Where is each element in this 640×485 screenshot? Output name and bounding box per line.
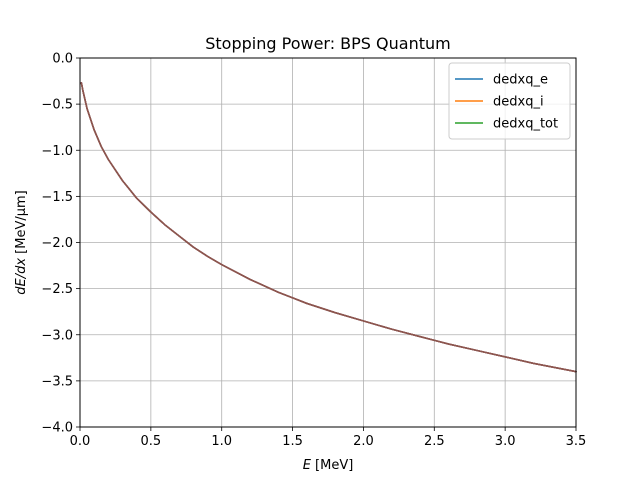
x-tick-label: 1.5 xyxy=(282,434,303,449)
y-tick-label: −1.0 xyxy=(41,144,73,159)
legend-box xyxy=(448,62,571,140)
y-tick-label: −2.5 xyxy=(41,282,73,297)
legend: dedxq_e dedxq_i dedxq_tot xyxy=(448,62,571,140)
y-axis-label-unit: [MeV/μm] xyxy=(14,190,29,258)
y-tick-label: 0.0 xyxy=(52,52,73,67)
x-tick-label: 3.5 xyxy=(566,434,587,449)
x-tick-label: 2.5 xyxy=(424,434,445,449)
y-tick-label: −2.0 xyxy=(41,236,73,251)
y-tick-label: −3.0 xyxy=(41,328,73,343)
x-axis-label: E [MeV] xyxy=(303,458,354,473)
x-tick-label: 0.0 xyxy=(70,434,91,449)
chart-title: Stopping Power: BPS Quantum xyxy=(205,34,450,53)
y-tick-label: −3.5 xyxy=(41,374,73,389)
y-axis-label-symbol: dE/dx xyxy=(14,258,29,295)
series-line-unlabeled-5 xyxy=(80,82,577,373)
series-layer xyxy=(80,82,577,373)
tick-layer: 0.0 0.5 1.0 1.5 2.0 2.5 3.0 3.5 0.0 −0.5 −1.0 −1.5 −… xyxy=(41,52,586,450)
y-tick-label: −1.5 xyxy=(41,190,73,205)
y-tick-label: −4.0 xyxy=(41,421,73,436)
x-tick-label: 0.5 xyxy=(141,434,162,449)
x-axis-label-unit: [MeV] xyxy=(311,458,353,473)
x-tick-label: 1.0 xyxy=(211,434,232,449)
y-axis-label: dE/dx [MeV/μm] xyxy=(14,190,29,295)
x-tick-label: 2.0 xyxy=(353,434,374,449)
legend-label: dedxq_e xyxy=(493,73,548,88)
y-tick-label: −0.5 xyxy=(41,98,73,113)
legend-label: dedxq_i xyxy=(493,95,544,110)
legend-label: dedxq_tot xyxy=(493,117,558,132)
x-axis-label-symbol: E xyxy=(303,458,312,473)
x-tick-label: 3.0 xyxy=(495,434,516,449)
